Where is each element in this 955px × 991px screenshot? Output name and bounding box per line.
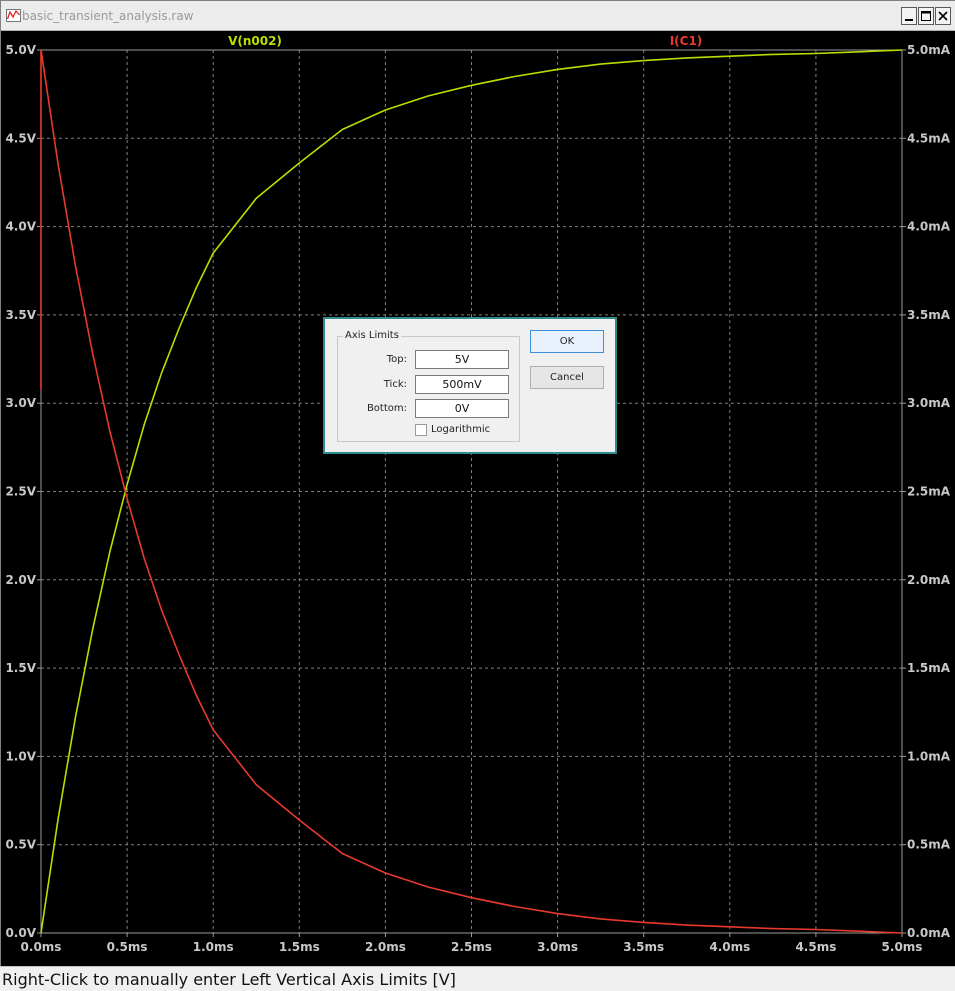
x-tick-label: 4.5ms [795, 940, 836, 954]
y-tick-label-right[interactable]: 1.5mA [907, 661, 951, 675]
waveform-plot[interactable]: 0.0ms 0.5ms 1.0ms 1.5ms 2.0ms 2.5ms 3.0ms 3.5ms… [1, 31, 955, 967]
y-tick-label-right[interactable]: 2.5mA [907, 485, 951, 499]
y-tick-label-left[interactable]: 0.5V [5, 838, 36, 852]
y-tick-label-left[interactable]: 1.5V [5, 661, 36, 675]
x-tick-label: 5.0ms [882, 940, 923, 954]
tick-input[interactable]: 500mV [415, 375, 509, 394]
x-tick-label: 4.0ms [709, 940, 750, 954]
y-tick-label-right[interactable]: 5.0mA [907, 43, 951, 57]
y-tick-label-left[interactable]: 4.5V [5, 131, 36, 145]
title-bar[interactable]: basic_transient_analysis.raw [1, 1, 955, 31]
y-tick-label-left[interactable]: 0.0V [5, 926, 36, 940]
series-traces [40, 49, 903, 934]
ok-button[interactable]: OK [530, 330, 604, 353]
y-tick-label-left[interactable]: 2.0V [5, 573, 36, 587]
series-line-i-c1[interactable] [40, 49, 903, 934]
y-tick-label-right[interactable]: 3.5mA [907, 308, 951, 322]
minimize-icon [905, 19, 913, 21]
top-input[interactable]: 5V [415, 350, 509, 369]
x-tick-label: 0.0ms [21, 940, 62, 954]
series-line-v-n002[interactable] [40, 49, 903, 934]
close-button[interactable] [935, 7, 951, 25]
window-title: basic_transient_analysis.raw [22, 9, 194, 23]
legend-v-n002[interactable]: V(n002) [228, 34, 282, 48]
minimize-button[interactable] [901, 7, 917, 25]
group-title: Axis Limits [343, 330, 401, 341]
y-tick-label-left[interactable]: 4.0V [5, 220, 36, 234]
x-tick-label: 1.0ms [193, 940, 234, 954]
y-tick-label-left[interactable]: 3.5V [5, 308, 36, 322]
x-tick-label: 2.0ms [365, 940, 406, 954]
plot-grid [41, 50, 902, 933]
y-tick-label-left[interactable]: 3.0V [5, 396, 36, 410]
axis-ticks: 0.0ms 0.5ms 1.0ms 1.5ms 2.0ms 2.5ms 3.0ms 3.5ms… [5, 43, 950, 954]
y-tick-label-right[interactable]: 0.5mA [907, 838, 951, 852]
x-tick-label: 3.0ms [537, 940, 578, 954]
y-tick-label-right[interactable]: 2.0mA [907, 573, 951, 587]
y-tick-label-right[interactable]: 4.5mA [907, 131, 951, 145]
cancel-button[interactable]: Cancel [530, 366, 604, 389]
y-tick-label-right[interactable]: 1.0mA [907, 749, 951, 763]
status-bar: Right-Click to manually enter Left Verti… [0, 966, 955, 991]
axis-limits-group [337, 336, 520, 442]
close-icon [938, 11, 948, 21]
status-text: Right-Click to manually enter Left Verti… [2, 970, 456, 989]
y-tick-label-right[interactable]: 4.0mA [907, 220, 951, 234]
y-tick-label-left[interactable]: 2.5V [5, 485, 36, 499]
x-tick-label: 3.5ms [623, 940, 664, 954]
x-tick-label: 0.5ms [107, 940, 148, 954]
y-tick-label-left[interactable]: 5.0V [5, 43, 36, 57]
tick-label: Tick: [383, 379, 407, 390]
legend-i-c1[interactable]: I(C1) [670, 34, 703, 48]
top-label: Top: [386, 354, 407, 365]
bottom-label: Bottom: [366, 403, 407, 414]
x-tick-label: 1.5ms [279, 940, 320, 954]
axis-limits-dialog: Axis Limits Top: 5V Tick: 500mV Bottom: … [323, 317, 617, 454]
maximize-icon [921, 11, 931, 21]
x-tick-label: 2.5ms [451, 940, 492, 954]
waveform-window: basic_transient_analysis.raw 0.0ms 0.5ms 1… [0, 0, 955, 967]
y-tick-label-right[interactable]: 3.0mA [907, 396, 951, 410]
waveform-app-icon [6, 9, 21, 22]
maximize-button[interactable] [918, 7, 934, 25]
logarithmic-label[interactable]: Logarithmic [431, 424, 491, 435]
logarithmic-checkbox[interactable] [415, 424, 427, 436]
y-tick-label-right[interactable]: 0.0mA [907, 926, 951, 940]
bottom-input[interactable]: 0V [415, 399, 509, 418]
y-tick-label-left[interactable]: 1.0V [5, 749, 36, 763]
